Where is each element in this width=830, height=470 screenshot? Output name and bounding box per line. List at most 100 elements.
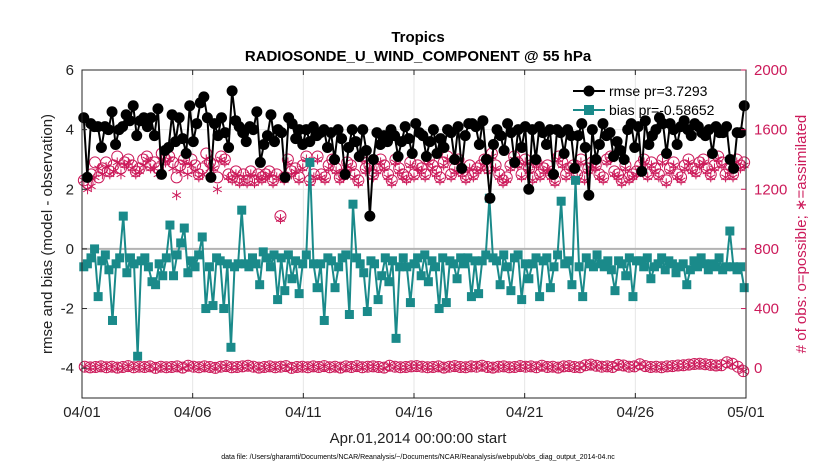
obs-assimilated-marker	[477, 361, 487, 372]
rmse-point	[205, 171, 217, 183]
star-stroke	[223, 174, 234, 181]
star-stroke	[402, 177, 412, 184]
star-stroke	[129, 364, 139, 371]
bias-point	[165, 220, 175, 230]
star-stroke	[450, 168, 460, 175]
star-stroke	[101, 364, 112, 371]
bias-point	[710, 262, 720, 272]
obs-assimilated-marker	[312, 154, 323, 165]
obs-assimilated-marker	[221, 361, 231, 372]
obs-assimilated-marker	[539, 166, 549, 177]
obs-assimilated-marker	[145, 361, 155, 372]
star-stroke	[477, 363, 487, 370]
star-stroke	[197, 171, 208, 178]
star-stroke	[105, 171, 115, 178]
star-stroke	[346, 364, 356, 371]
obs-assimilated-marker	[281, 361, 291, 372]
star-stroke	[476, 165, 486, 172]
star-stroke	[650, 168, 660, 175]
rmse-point	[251, 106, 263, 118]
bias-point	[219, 304, 229, 314]
rmse-point	[127, 100, 139, 112]
obs-assimilated-marker	[687, 166, 697, 177]
rmse-point	[636, 165, 648, 177]
bias-point	[549, 262, 559, 272]
bias-point	[251, 259, 261, 269]
bias-point	[434, 304, 444, 314]
bias-point	[448, 259, 458, 269]
star-stroke	[450, 363, 460, 370]
bias-point	[420, 250, 430, 260]
bias-point	[233, 259, 243, 269]
star-stroke	[242, 180, 252, 187]
bias-point	[653, 259, 663, 269]
bias-point	[133, 351, 143, 361]
bias-point	[341, 250, 351, 260]
star-stroke	[575, 364, 585, 371]
obs-assimilated-marker	[183, 169, 193, 180]
rmse-point	[95, 142, 107, 154]
star-stroke	[294, 177, 304, 184]
star-stroke	[157, 156, 167, 163]
obs-assimilated-marker	[353, 178, 363, 189]
bias-point	[571, 175, 581, 185]
obs-assimilated-marker	[112, 157, 122, 168]
obs-assimilated-marker	[628, 172, 638, 183]
star-stroke	[210, 365, 220, 372]
rmse-point	[145, 112, 157, 124]
chart-subtitle: RADIOSONDE_U_WIND_COMPONENT @ 55 hPa	[245, 48, 592, 65]
star-stroke	[416, 168, 426, 175]
obs-assimilated-marker	[275, 214, 286, 225]
rmse-point	[339, 168, 351, 180]
obs-assimilated-marker	[116, 169, 126, 180]
star-stroke	[591, 363, 601, 370]
obs-assimilated-marker	[335, 362, 346, 373]
rmse-point	[639, 115, 651, 127]
star-stroke	[319, 363, 329, 370]
bias-point	[481, 250, 491, 260]
star-stroke	[112, 159, 122, 166]
star-stroke	[683, 159, 694, 166]
rmse-point	[548, 168, 560, 180]
star-stroke	[624, 177, 634, 184]
star-stroke	[721, 174, 731, 181]
star-stroke	[145, 363, 155, 370]
star-stroke	[494, 174, 504, 181]
star-stroke	[312, 156, 323, 163]
data-file-footnote: data file: /Users/gharamti/Documents/NCA…	[221, 454, 615, 461]
star-stroke	[120, 162, 130, 169]
star-stroke	[722, 359, 732, 366]
bias-point	[502, 262, 512, 272]
bias-point	[183, 268, 193, 278]
rmse-point	[177, 133, 189, 145]
bias-point	[463, 253, 473, 263]
obs-assimilated-marker	[108, 166, 119, 177]
bias-point	[208, 301, 218, 311]
star-stroke	[591, 165, 601, 172]
obs-assimilated-marker	[183, 361, 193, 372]
bias-point	[700, 259, 710, 269]
bias-point	[176, 238, 186, 248]
bias-point	[247, 253, 257, 263]
star-stroke	[526, 363, 536, 370]
obs-assimilated-marker	[172, 361, 182, 372]
bias-point	[542, 253, 552, 263]
star-stroke	[172, 363, 182, 370]
legend-rmse-marker	[583, 85, 595, 97]
obs-assimilated-marker	[290, 166, 300, 177]
star-stroke	[86, 183, 96, 190]
rmse-point	[258, 139, 270, 151]
rmse-point	[615, 145, 627, 157]
bias-point	[545, 283, 555, 293]
rmse-point	[724, 153, 736, 165]
x-tick-label: 04/26	[617, 404, 655, 421]
rmse-point	[586, 124, 598, 136]
bias-point	[312, 283, 322, 293]
obs-assimilated-marker	[120, 160, 130, 171]
star-stroke	[227, 177, 237, 184]
star-stroke	[629, 363, 640, 370]
rmse-point	[473, 139, 485, 151]
y-axis-label: rmse and bias (model - observation)	[39, 114, 56, 354]
obs-assimilated-marker	[717, 160, 727, 171]
